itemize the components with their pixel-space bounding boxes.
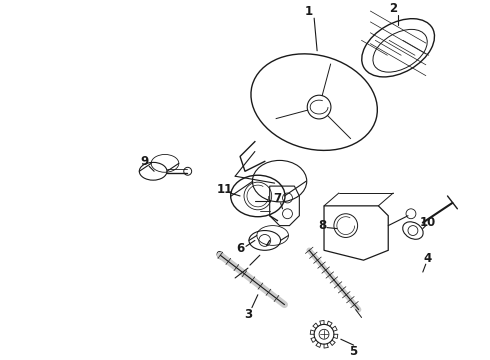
Text: 3: 3	[244, 308, 252, 321]
Text: 5: 5	[349, 345, 358, 357]
Text: 6: 6	[236, 242, 244, 255]
Text: 8: 8	[318, 219, 326, 232]
Text: 4: 4	[424, 252, 432, 265]
Text: 1: 1	[305, 5, 313, 18]
Text: 7: 7	[273, 193, 282, 206]
Text: 2: 2	[389, 2, 397, 15]
Text: 9: 9	[140, 155, 148, 168]
Text: 10: 10	[419, 216, 436, 229]
Text: 11: 11	[217, 183, 233, 195]
